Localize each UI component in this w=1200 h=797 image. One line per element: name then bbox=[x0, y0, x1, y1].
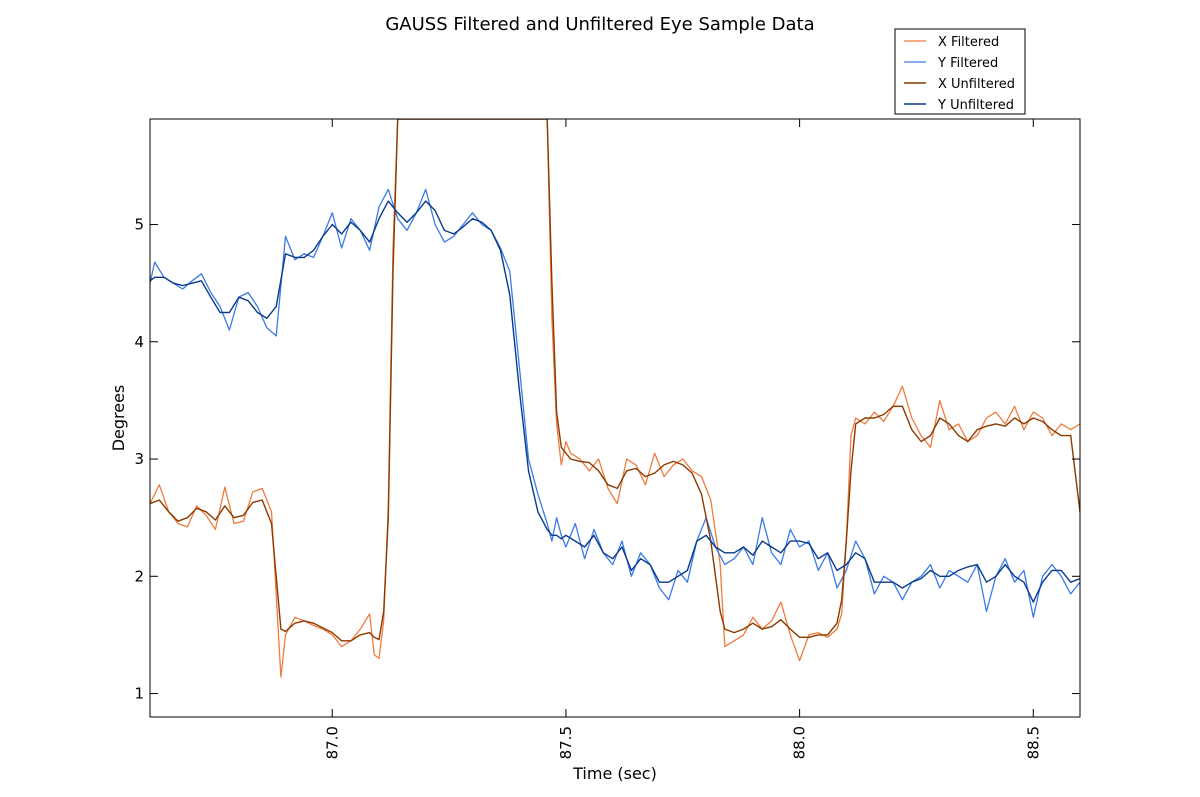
legend-label: X Unfiltered bbox=[938, 77, 1015, 92]
y-tick-label: 2 bbox=[134, 567, 144, 585]
chart-title: GAUSS Filtered and Unfiltered Eye Sample… bbox=[385, 14, 814, 35]
legend-frame bbox=[894, 28, 1026, 115]
legend-label: Y Filtered bbox=[937, 56, 998, 71]
series-line-0 bbox=[150, 119, 1080, 678]
series-line-3 bbox=[150, 200, 1080, 603]
x-tick-label: 88.5 bbox=[1024, 726, 1042, 759]
legend-label: X Filtered bbox=[938, 35, 999, 50]
legend: X Filtered Y Filtered X Unfiltered Y Unfilt… bbox=[894, 28, 1026, 115]
y-tick-label: 1 bbox=[134, 685, 144, 703]
series-line-2 bbox=[150, 119, 1080, 642]
x-tick-label: 88.0 bbox=[791, 726, 809, 759]
y-tick-label: 5 bbox=[134, 216, 144, 234]
x-tick-label: 87.0 bbox=[323, 726, 341, 759]
y-axis-label: Degrees bbox=[109, 385, 128, 452]
y-tick-label: 3 bbox=[134, 450, 144, 468]
tick-layer: 87.0 87.5 88.0 88.5 1 2 3 4 5 bbox=[134, 119, 1080, 759]
legend-label: Y Unfiltered bbox=[937, 98, 1014, 113]
x-axis-label: Time (sec) bbox=[572, 764, 657, 783]
plot-frame bbox=[149, 118, 1081, 718]
x-tick-label: 87.5 bbox=[557, 726, 575, 759]
y-tick-label: 4 bbox=[134, 333, 144, 351]
series-layer bbox=[150, 119, 1080, 678]
